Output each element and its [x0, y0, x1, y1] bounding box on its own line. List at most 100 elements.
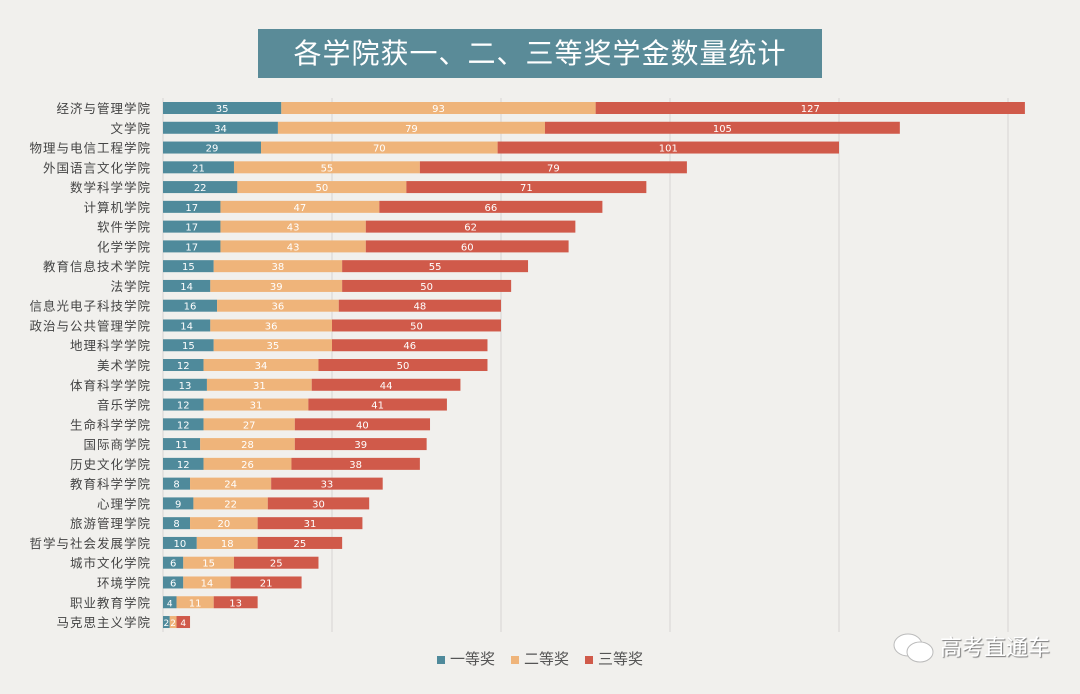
bar-segment	[163, 299, 218, 312]
bar-segment	[281, 102, 596, 114]
legend-item: 二等奖	[510, 648, 569, 669]
data-label: 16	[184, 302, 197, 313]
data-label: 50	[397, 361, 410, 372]
bar-segment	[406, 181, 647, 194]
bar-segment	[203, 457, 292, 470]
category-label: 历史文化学院	[70, 457, 151, 472]
data-label: 13	[229, 598, 242, 609]
category-label: 文学院	[110, 121, 151, 136]
data-label: 2	[170, 619, 176, 629]
bar-segment	[595, 102, 1025, 114]
data-label: 55	[321, 163, 334, 174]
bar-segment	[163, 181, 238, 194]
bar-segment	[233, 161, 420, 174]
data-label: 34	[255, 361, 268, 372]
data-label: 127	[801, 104, 820, 115]
bar-segment	[163, 161, 234, 174]
bar-segment	[176, 616, 191, 629]
data-label: 30	[312, 499, 325, 510]
bar-segment	[233, 556, 319, 569]
data-label: 8	[173, 519, 179, 530]
data-label: 44	[380, 381, 393, 392]
category-label: 信息光电子科技学院	[29, 299, 151, 314]
bar-segment	[163, 576, 184, 589]
category-label: 软件学院	[97, 220, 151, 235]
data-label: 33	[321, 480, 334, 491]
bar-segment	[291, 457, 420, 470]
bar-segment	[365, 240, 569, 253]
bar-segment	[342, 279, 512, 292]
category-label: 地理科学学院	[70, 338, 151, 353]
data-label: 15	[182, 262, 195, 273]
bar-segment	[163, 102, 282, 114]
data-label: 22	[224, 499, 237, 510]
bar-segment	[379, 200, 603, 213]
data-label: 48	[414, 302, 427, 313]
category-label: 职业教育学院	[70, 595, 151, 610]
data-label: 18	[221, 539, 234, 550]
category-label: 外国语言文化学院	[43, 160, 151, 175]
data-label: 40	[356, 420, 369, 431]
data-label: 27	[243, 420, 256, 431]
bar-segment	[318, 359, 488, 372]
bar-segment	[342, 260, 529, 273]
bar-segment	[163, 556, 184, 569]
data-label: 11	[175, 440, 188, 451]
category-label: 物理与电信工程学院	[29, 141, 151, 156]
category-label: 数学科学学院	[70, 180, 151, 195]
data-label: 24	[224, 480, 237, 491]
bar-segment	[308, 398, 447, 411]
category-label: 国际商学院	[83, 437, 151, 452]
category-label: 音乐学院	[97, 398, 151, 413]
category-label: 化学学院	[97, 239, 151, 254]
data-label: 4	[167, 599, 173, 609]
category-label: 环境学院	[97, 575, 151, 590]
legend-swatch	[585, 655, 593, 664]
data-label: 6	[170, 578, 176, 589]
legend: 一等奖 二等奖 三等奖	[0, 648, 1080, 669]
legend-label: 二等奖	[523, 650, 569, 668]
bar-segment	[203, 359, 319, 372]
legend-label: 三等奖	[598, 650, 644, 668]
data-label: 14	[180, 321, 193, 332]
category-label: 教育信息技术学院	[43, 259, 151, 274]
data-label: 11	[189, 598, 202, 609]
data-label: 66	[484, 203, 497, 214]
bar-segment	[213, 260, 343, 273]
data-label: 101	[659, 144, 678, 155]
bar-segment	[271, 477, 383, 490]
bar-segment	[163, 438, 201, 451]
category-label: 城市文化学院	[70, 556, 151, 571]
bar-segment	[163, 418, 204, 431]
data-label: 60	[461, 242, 474, 253]
bar-segment	[220, 200, 380, 213]
bar-segment	[217, 299, 339, 312]
bar-segment	[163, 279, 211, 292]
data-label: 25	[270, 559, 283, 570]
data-label: 17	[185, 223, 198, 234]
bar-segment	[332, 319, 501, 332]
category-label: 政治与公共管理学院	[29, 318, 151, 333]
data-label: 31	[253, 381, 266, 392]
data-label: 43	[287, 242, 300, 253]
data-label: 71	[520, 183, 533, 194]
data-label: 39	[354, 440, 367, 451]
bar-segment	[213, 339, 332, 352]
category-label: 旅游管理学院	[70, 516, 151, 531]
category-label: 经济与管理学院	[56, 101, 151, 116]
data-label: 31	[304, 519, 317, 530]
data-label: 14	[180, 282, 193, 293]
bar-segment	[230, 576, 302, 589]
bar-segment	[294, 438, 427, 451]
bar-segment	[196, 536, 258, 549]
bar-segment	[210, 319, 332, 332]
bar-segment	[163, 616, 170, 629]
bar-segment	[176, 596, 214, 609]
bar-segment	[163, 517, 191, 530]
bar-segment	[203, 418, 295, 431]
data-label: 4	[180, 619, 186, 629]
legend-swatch	[436, 655, 445, 664]
bar-segment	[261, 141, 498, 154]
bar-segment	[257, 536, 343, 549]
